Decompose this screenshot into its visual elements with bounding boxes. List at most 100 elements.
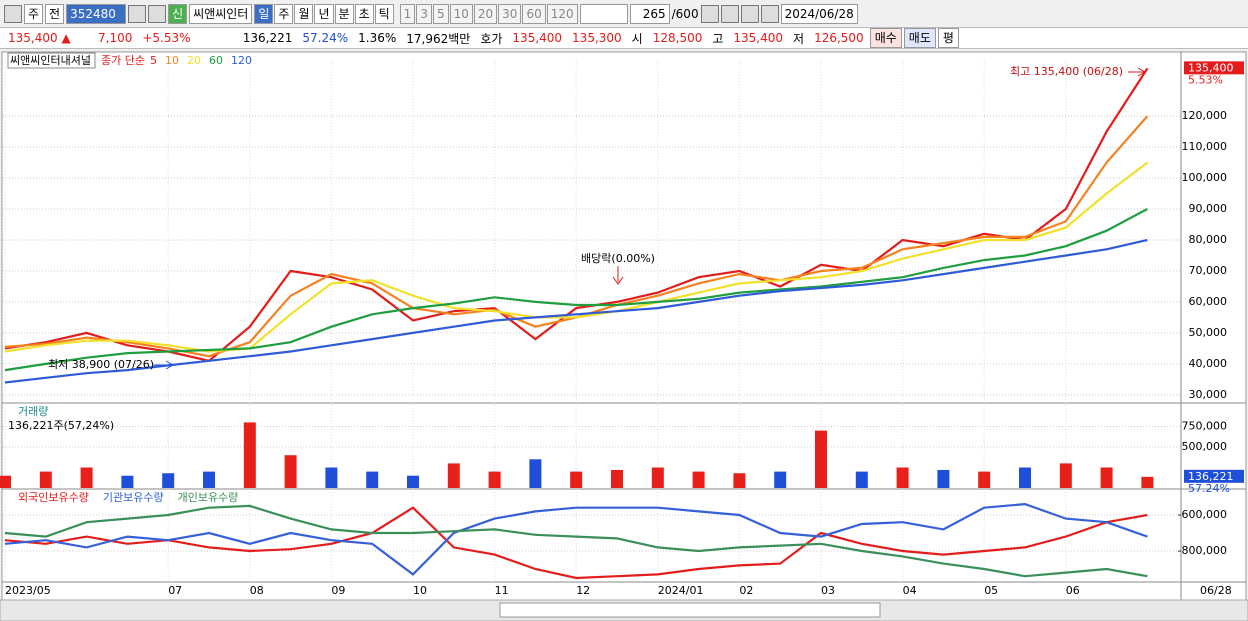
icon[interactable] [4,5,22,23]
volume-bar [529,459,542,488]
sell-button[interactable]: 매도 [903,28,936,48]
save-icon[interactable] [740,5,759,23]
legend-prefix: 종가 단순 [101,54,145,67]
arrow [1128,67,1147,77]
last-volume: 136,221 [1188,470,1234,483]
y-tick-label: 500,000 [1182,440,1228,453]
volume-bar [325,467,338,488]
x-tick-label: 08 [250,584,264,597]
x-tick-label: 12 [576,584,590,597]
interval-buttons: 1 3 5 10 20 30 60 120 [399,4,578,24]
panel-title: 거래량 [18,405,48,418]
toolbar-button[interactable]: 일 [254,4,274,24]
x-tick-label: 09 [331,584,345,597]
volume-bar [1019,467,1031,488]
volume-bar [733,473,746,488]
toolbar-button[interactable]: 초 [354,4,374,24]
x-tick-label: 2024/01 [658,584,704,597]
period-select[interactable]: 주 [24,4,44,24]
market[interactable]: 전 [45,4,65,24]
sound-icon[interactable] [148,5,167,23]
legend-entry: 개인보유수량 [178,491,239,504]
empty-select[interactable] [579,4,628,24]
toolbar-button[interactable]: 년 [314,4,334,24]
legend-entry: 외국인보유수량 [18,491,89,504]
line-icon[interactable] [720,5,739,23]
y-tick-label: 120,000 [1182,109,1228,122]
avg-button[interactable]: 평 [937,28,959,48]
bid: 135,300 [572,31,622,45]
last-volume-box [1184,469,1244,483]
toolbar-button[interactable]: 120 [546,4,578,24]
x-tick-label: 03 [821,584,835,597]
volume-bar [162,473,175,488]
legend-entry: 120 [231,54,252,67]
code-input[interactable]: 352480 [66,4,127,24]
volume-bar [855,471,868,488]
arrow [612,266,624,285]
toolbar-button[interactable]: 주 [274,4,294,24]
y-tick-label: 70,000 [1189,264,1228,277]
open-label: 시 [631,31,643,46]
settings-icon[interactable] [760,5,779,23]
legend-entry: 5 [150,54,157,67]
series-line [4,208,1148,372]
count[interactable]: 265 [629,4,670,24]
last-price: 135,400 [1188,61,1234,74]
date[interactable]: 2024/06/28 [780,4,858,24]
series-line [4,502,1148,576]
y-tick-label: -800,000 [1178,544,1227,557]
volume-bar [611,469,623,488]
info-bar: 135,400 ▲ 7,100 +5.53% 136,221 57.24% 1.… [0,27,1248,49]
volume-bar [243,422,256,488]
series-line [4,506,1148,580]
volume-bar [0,475,11,488]
x-tick-label: 02 [739,584,753,597]
ask: 135,400 [512,31,563,45]
annotation-high: 최고 135,400 (06/28) [1010,65,1123,78]
volume-bar [447,463,460,488]
stock-name[interactable]: 씨앤씨인터 [189,4,253,24]
last-volume-pct: 57.24% [1188,482,1230,495]
volume-bar [1100,467,1113,488]
toolbar-button[interactable]: 3 [416,4,432,24]
turnover: 1.36% [358,31,397,45]
y-tick-label: 100,000 [1182,171,1228,184]
volume-bar [692,471,705,488]
toolbar-button[interactable]: 분 [334,4,354,24]
series-line [4,238,1148,384]
legend-entry: 20 [187,54,201,67]
search-icon[interactable] [128,5,147,23]
rate: +5.53% [142,31,191,45]
toolbar-button[interactable]: 30 [498,4,522,24]
change: 7,100 [98,31,133,45]
y-tick-label: 40,000 [1189,357,1228,370]
toolbar-button[interactable]: 월 [294,4,314,24]
volume-bar [284,455,297,488]
candle-icon[interactable] [700,5,719,23]
toolbar-button[interactable]: 20 [473,4,498,24]
toolbar-button[interactable]: 틱 [374,4,394,24]
x-tick-label: 04 [903,584,917,597]
toolbar-button[interactable]: 5 [432,4,449,24]
scroll-thumb[interactable] [499,602,881,618]
legend-entry: 60 [209,54,223,67]
y-tick-label: -600,000 [1178,508,1227,521]
toolbar-button[interactable]: 60 [522,4,546,24]
toolbar-button[interactable]: 10 [449,4,473,24]
volume-bar [366,471,379,488]
volume-bar [651,467,664,488]
y-tick-label: 750,000 [1182,420,1228,433]
buy-button[interactable]: 매수 [869,28,902,48]
high: 135,400 [733,31,784,45]
y-tick-label: 110,000 [1182,140,1228,153]
chart-title: 씨앤씨인터내셔널 [10,54,91,67]
annotation-low: 최저 38,900 (07/26) [48,358,154,371]
x-tick-label: 05 [984,584,998,597]
y-tick-label: 50,000 [1189,326,1228,339]
toolbar-button[interactable]: 1 [399,4,416,24]
badge: 신 [168,4,188,24]
max: /600 [671,7,699,21]
